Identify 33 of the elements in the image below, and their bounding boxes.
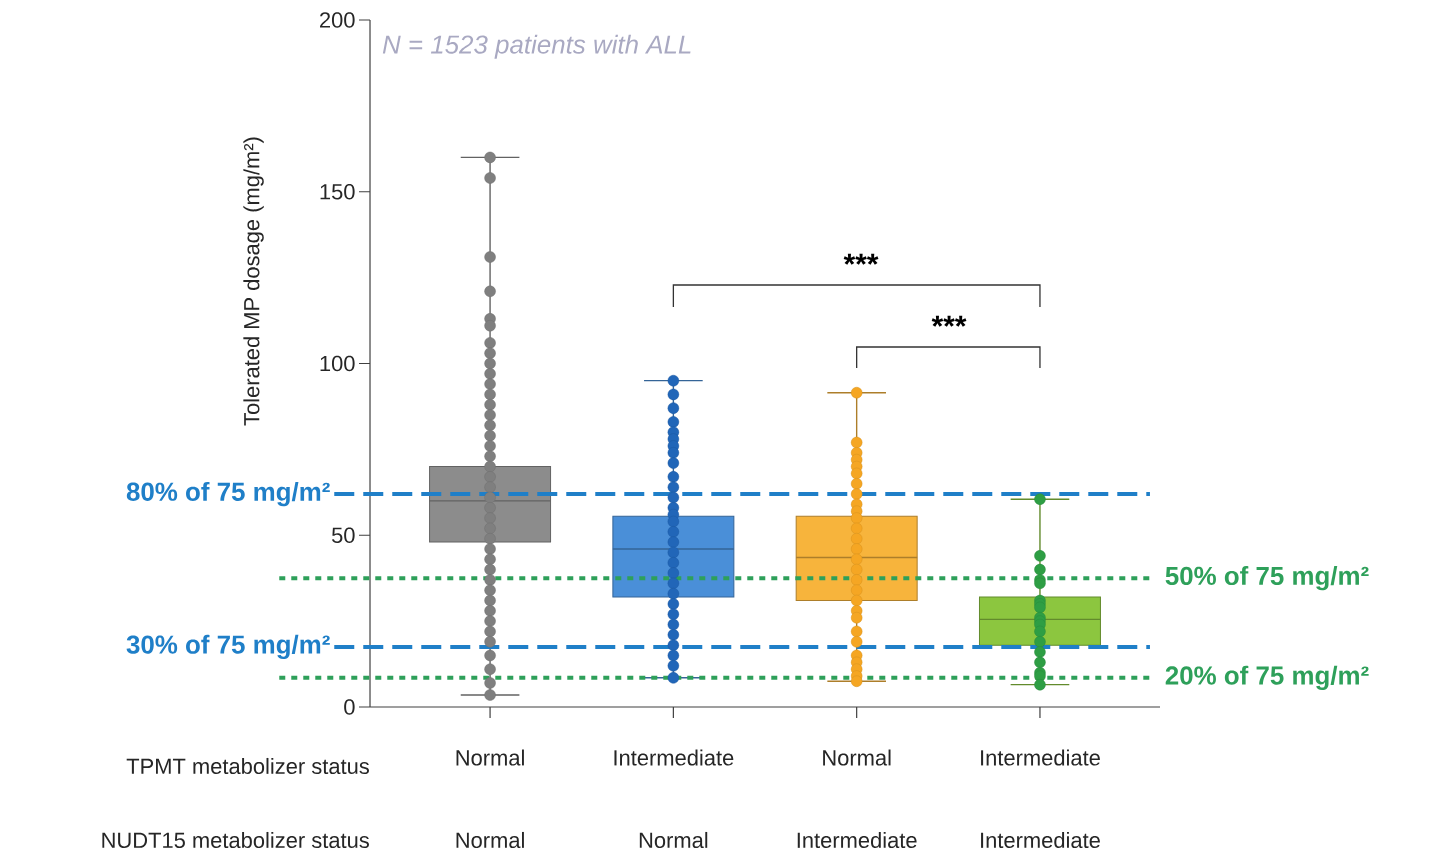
point	[484, 615, 496, 627]
point	[484, 594, 496, 607]
x-tick-label: Normal	[823, 749, 891, 766]
ref-line-label: 80% of 75 mg/m²	[126, 481, 330, 507]
x-tick-label: Intermediate	[614, 749, 734, 766]
point	[484, 677, 496, 689]
text: NUDT15 metabolizer status	[102, 831, 369, 849]
x-tick-label: Intermediate	[981, 749, 1100, 766]
point	[484, 663, 496, 675]
text: TPMT metabolizer status	[126, 757, 369, 775]
text: Intermediate	[797, 831, 917, 849]
y-tick-label: 50	[331, 527, 355, 544]
ref-line-label: 20% of 75 mg/m²	[1165, 665, 1369, 690]
point	[484, 636, 496, 648]
point	[484, 605, 496, 617]
ref-line-label: 30% of 75 mg/m²	[126, 634, 330, 660]
point	[484, 649, 496, 662]
annotation: ***	[843, 253, 879, 265]
point	[484, 625, 496, 638]
text: Normal	[639, 831, 708, 849]
x-tick-label: Normal	[456, 749, 524, 766]
point	[484, 689, 496, 701]
ref-line-label: 50% of 75 mg/m²	[1165, 566, 1369, 591]
y-axis-title: Tolerated MP dosage (mg/m²)	[243, 137, 264, 426]
y-tick-label: 100	[320, 355, 355, 372]
annotation: ***	[931, 315, 967, 327]
text: Normal	[456, 831, 524, 849]
point	[484, 584, 496, 596]
y-tick-label: 150	[320, 183, 355, 200]
annotation: N = 1523 patients with ALL	[382, 34, 691, 59]
y-tick-label: 200	[320, 12, 355, 28]
text: Intermediate	[981, 831, 1100, 849]
y-tick-label: 0	[344, 699, 355, 715]
